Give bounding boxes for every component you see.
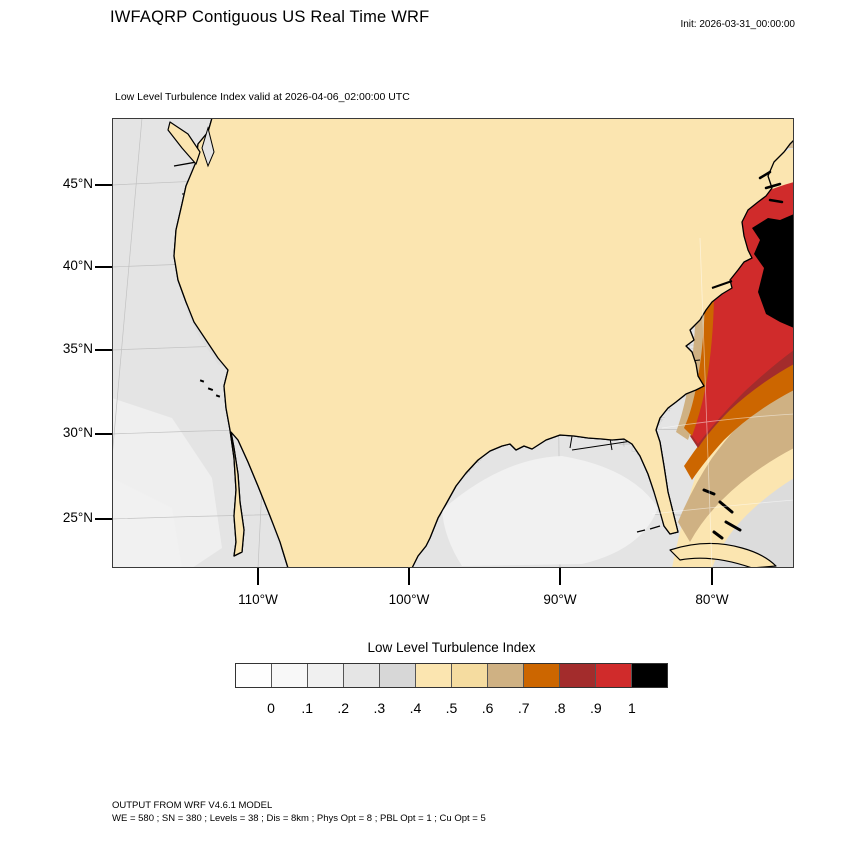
graticule-overlay xyxy=(651,237,794,568)
colorbar-cell-11 xyxy=(632,664,667,687)
lat-tick xyxy=(95,349,112,351)
lon-tick xyxy=(711,568,713,585)
colorbar-cell-10 xyxy=(596,664,632,687)
page-title: IWFAQRP Contiguous US Real Time WRF xyxy=(110,8,430,26)
init-timestamp: Init: 2026-03-31_00:00:00 xyxy=(680,19,795,30)
colorbar-tick-label: .1 xyxy=(301,700,313,716)
colorbar-tick-label: .2 xyxy=(337,700,350,716)
model-version-text: OUTPUT FROM WRF V4.6.1 MODEL xyxy=(112,800,273,811)
model-config-text: WE = 580 ; SN = 380 ; Levels = 38 ; Dis … xyxy=(112,813,486,824)
colorbar-tick-label: .3 xyxy=(373,700,386,716)
lat-tick xyxy=(95,184,112,186)
colorbar-tick-label: 0 xyxy=(267,700,275,716)
colorbar-tick-label: .8 xyxy=(553,700,566,716)
map-canvas xyxy=(112,118,794,568)
lon-tick xyxy=(559,568,561,585)
lon-tick xyxy=(257,568,259,585)
colorbar-tick-label: .6 xyxy=(481,700,494,716)
colorbar-cell-1 xyxy=(272,664,308,687)
colorbar-cell-2 xyxy=(308,664,344,687)
lat-tick xyxy=(95,518,112,520)
colorbar-cell-8 xyxy=(524,664,560,687)
colorbar-cell-4 xyxy=(380,664,416,687)
colorbar-tick-label: .7 xyxy=(517,700,530,716)
lat-tick xyxy=(95,433,112,435)
colorbar-tick-label: .5 xyxy=(445,700,458,716)
lat-tick-label: 45°N xyxy=(62,176,93,191)
lon-tick-label: 100°W xyxy=(388,592,430,607)
colorbar-cell-9 xyxy=(560,664,596,687)
colorbar-cell-6 xyxy=(452,664,488,687)
colorbar-cell-7 xyxy=(488,664,524,687)
lon-tick-label: 80°W xyxy=(695,592,729,607)
lat-tick-label: 35°N xyxy=(62,341,93,356)
lat-tick-label: 25°N xyxy=(62,510,93,525)
conus-turbulence-map xyxy=(112,118,794,568)
valid-time-subtitle: Low Level Turbulence Index valid at 2026… xyxy=(115,91,410,103)
colorbar-title: Low Level Turbulence Index xyxy=(367,640,536,655)
colorbar-cell-0 xyxy=(236,664,272,687)
colorbar-cell-3 xyxy=(344,664,380,687)
lon-tick-label: 110°W xyxy=(238,592,278,607)
colorbar-tick-label: 1 xyxy=(628,700,636,716)
lon-tick xyxy=(408,568,410,585)
map-frame xyxy=(112,118,794,568)
lon-tick-label: 90°W xyxy=(543,592,577,607)
lat-tick-label: 30°N xyxy=(62,425,93,440)
colorbar-cell-5 xyxy=(416,664,452,687)
colorbar-swatches xyxy=(235,663,668,688)
colorbar-tick-label: .4 xyxy=(409,700,422,716)
colorbar-tick-label: .9 xyxy=(589,700,602,716)
lat-tick-label: 40°N xyxy=(62,258,93,273)
lat-tick xyxy=(95,266,112,268)
